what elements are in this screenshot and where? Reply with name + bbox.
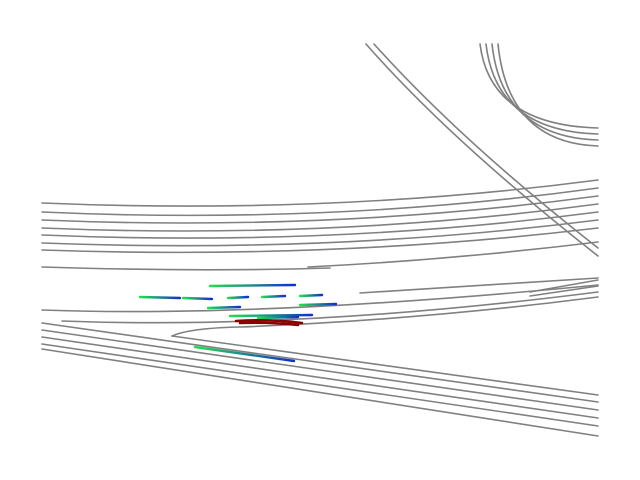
agent-trajectory [226,295,250,300]
lane-line [41,187,599,217]
lane-line [41,211,599,239]
agent-trajectory [138,295,182,300]
lane-line [41,219,599,247]
lane-line [485,43,599,135]
agent-trajectory [206,305,242,310]
lane-line [41,203,599,232]
lane-line [41,195,599,224]
agent-trajectory [228,313,314,318]
lane-line [307,241,599,268]
lane-line [61,291,599,324]
agent-trajectory [298,293,324,298]
lane-line [529,285,599,297]
lane-line [171,335,599,396]
lane-lines [41,43,599,437]
lane-line [41,266,331,271]
lane-line [41,284,599,313]
agent-trajectory [193,345,296,363]
agent-trajectory [181,296,214,301]
lane-line [359,277,599,294]
lane-line [491,43,599,141]
agent-trajectory [256,315,300,320]
lane-line [479,43,599,129]
agent-trajectory [260,294,287,299]
lane-line [41,329,599,411]
lane-line [41,179,599,207]
lane-line [41,227,599,254]
lane-line [171,296,599,337]
ego-trajectory [234,319,304,325]
ego-trajectory [238,321,300,327]
lane-line [497,43,599,147]
lane-line [373,43,599,249]
agent-trajectory [208,283,297,288]
ego-trajectory-group [234,319,304,327]
agent-trajectories [128,283,338,363]
lane-line [41,348,599,437]
agent-trajectory [298,302,338,307]
lane-line [41,343,599,427]
lane-line [365,43,599,257]
lane-line [41,336,599,419]
lane-line [41,322,599,403]
